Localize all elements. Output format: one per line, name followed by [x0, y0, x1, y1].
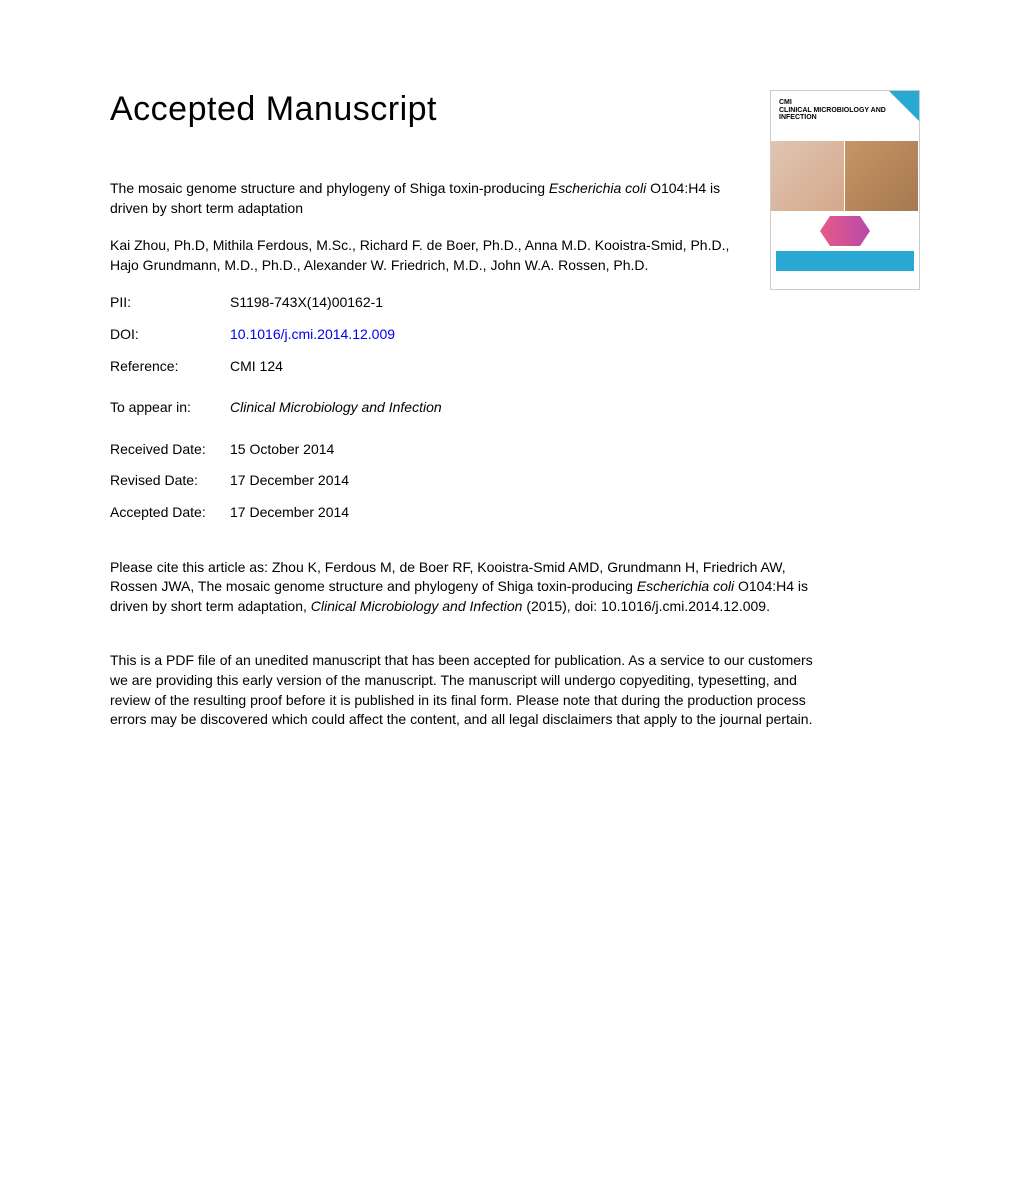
- cover-image-strip: [771, 141, 919, 211]
- journal-cover-thumbnail: CMI CLINICAL MICROBIOLOGY AND INFECTION: [770, 90, 920, 290]
- cover-graphic-shape: [820, 216, 870, 246]
- meta-row-accepted: Accepted Date: 17 December 2014: [110, 503, 750, 523]
- revised-value: 17 December 2014: [230, 471, 750, 491]
- disclaimer-text: This is a PDF file of an unedited manusc…: [110, 651, 830, 729]
- meta-row-pii: PII: S1198-743X(14)00162-1: [110, 293, 750, 313]
- appear-label: To appear in:: [110, 398, 230, 418]
- metadata-table: PII: S1198-743X(14)00162-1 DOI: 10.1016/…: [110, 293, 750, 522]
- cover-corner-ribbon: [889, 91, 919, 121]
- doi-link[interactable]: 10.1016/j.cmi.2014.12.009: [230, 325, 750, 345]
- accepted-label: Accepted Date:: [110, 503, 230, 523]
- revised-label: Revised Date:: [110, 471, 230, 491]
- meta-row-reference: Reference: CMI 124: [110, 357, 750, 377]
- cover-footer: [771, 271, 919, 289]
- accepted-value: 17 December 2014: [230, 503, 750, 523]
- citation-part3: (2015), doi: 10.1016/j.cmi.2014.12.009.: [522, 598, 770, 614]
- appear-value: Clinical Microbiology and Infection: [230, 398, 750, 418]
- citation-text: Please cite this article as: Zhou K, Fer…: [110, 558, 830, 617]
- citation-species: Escherichia coli: [637, 578, 734, 594]
- doi-label: DOI:: [110, 325, 230, 345]
- title-species: Escherichia coli: [549, 180, 646, 196]
- reference-label: Reference:: [110, 357, 230, 377]
- pii-label: PII:: [110, 293, 230, 313]
- received-label: Received Date:: [110, 440, 230, 460]
- meta-row-revised: Revised Date: 17 December 2014: [110, 471, 750, 491]
- reference-value: CMI 124: [230, 357, 750, 377]
- cover-image-2: [845, 141, 919, 211]
- pii-value: S1198-743X(14)00162-1: [230, 293, 750, 313]
- cover-graphic-area: [771, 211, 919, 251]
- authors-list: Kai Zhou, Ph.D, Mithila Ferdous, M.Sc., …: [110, 236, 750, 275]
- cover-header: CMI CLINICAL MICROBIOLOGY AND INFECTION: [771, 91, 919, 141]
- citation-journal: Clinical Microbiology and Infection: [311, 598, 523, 614]
- cover-image-1: [771, 141, 845, 211]
- content-area: The mosaic genome structure and phylogen…: [110, 179, 750, 523]
- meta-row-doi: DOI: 10.1016/j.cmi.2014.12.009: [110, 325, 750, 345]
- meta-row-received: Received Date: 15 October 2014: [110, 440, 750, 460]
- article-title: The mosaic genome structure and phylogen…: [110, 179, 750, 218]
- cover-accent-bar: [776, 251, 914, 271]
- meta-row-appear: To appear in: Clinical Microbiology and …: [110, 398, 750, 418]
- title-part1: The mosaic genome structure and phylogen…: [110, 180, 549, 196]
- received-value: 15 October 2014: [230, 440, 750, 460]
